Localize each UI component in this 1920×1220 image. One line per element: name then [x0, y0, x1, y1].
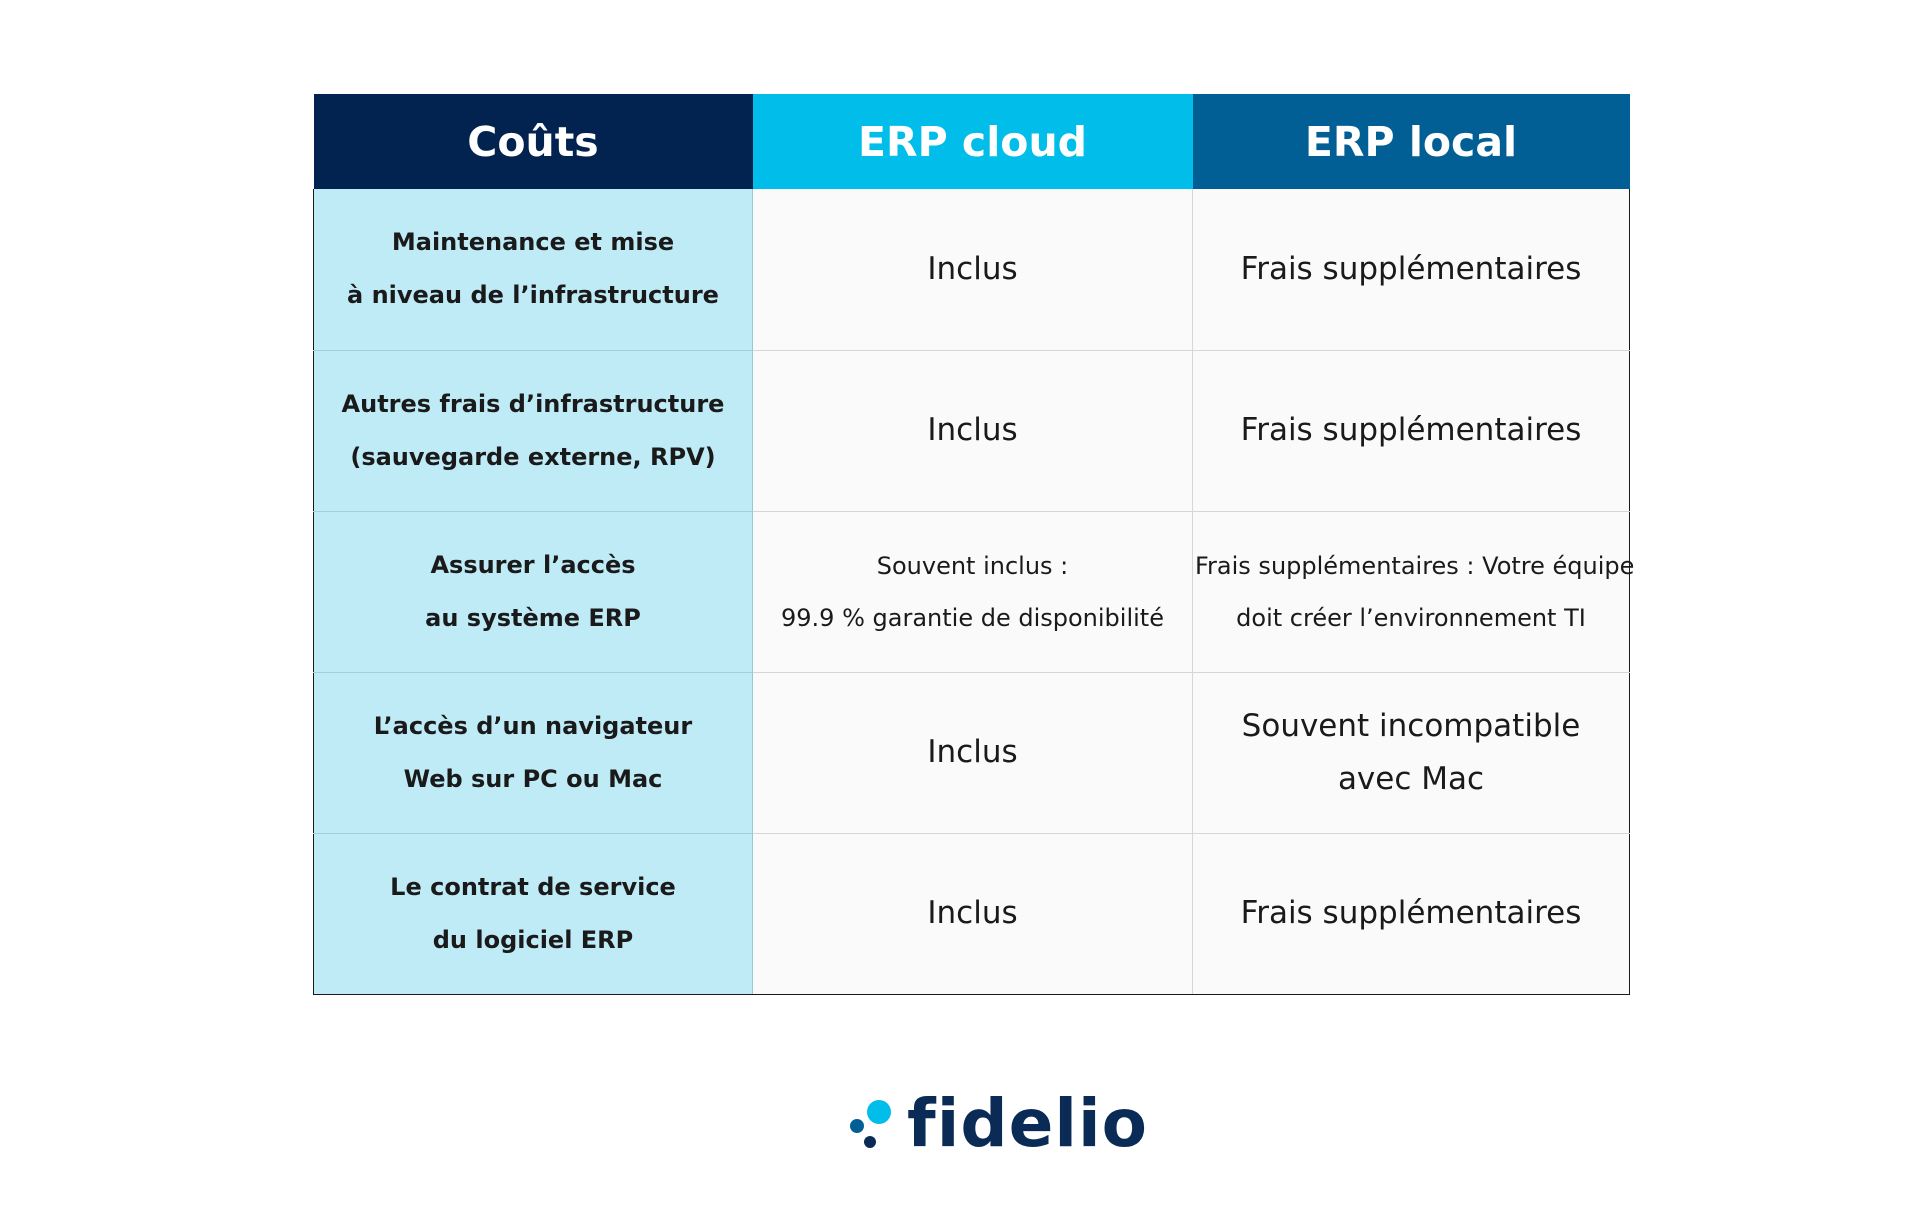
- row-label-line: à niveau de l’infrastructure: [347, 281, 719, 310]
- local-cell-line: Souvent incompatible: [1241, 707, 1581, 744]
- local-cell: Souvent incompatible avec Mac: [1192, 672, 1630, 834]
- local-cell-line: Frais supplémentaires: [1240, 250, 1582, 287]
- header-erp-local: ERP local: [1192, 94, 1630, 189]
- table-row: L’accès d’un navigateur Web sur PC ou Ma…: [313, 672, 1630, 834]
- cloud-cell-line: Inclus: [927, 734, 1018, 770]
- table-row: Maintenance et mise à niveau de l’infras…: [313, 189, 1630, 351]
- row-label-line: du logiciel ERP: [432, 925, 634, 954]
- comparison-table: Coûts ERP cloud ERP local Maintenance et…: [313, 94, 1635, 995]
- cloud-cell-line: Inclus: [927, 895, 1018, 931]
- local-cell: Frais supplémentaires: [1192, 833, 1630, 995]
- local-cell: Frais supplémentaires: [1192, 350, 1630, 512]
- row-label-line: (sauvegarde externe, RPV): [350, 442, 716, 471]
- local-cell-line: Frais supplémentaires : Votre équipe: [1195, 551, 1635, 580]
- row-label: Assurer l’accès au système ERP: [313, 511, 753, 673]
- row-label-line: au système ERP: [425, 603, 641, 632]
- row-label-line: Web sur PC ou Mac: [403, 764, 663, 793]
- fidelio-logo: fidelio: [849, 1085, 1148, 1162]
- row-label-line: Maintenance et mise: [391, 228, 675, 257]
- row-label-line: Assurer l’accès: [430, 550, 636, 579]
- table-row: Autres frais d’infrastructure (sauvegard…: [313, 350, 1630, 512]
- cloud-cell: Inclus: [752, 350, 1193, 512]
- table-row: Assurer l’accès au système ERP Souvent i…: [313, 511, 1635, 673]
- header-erp-cloud: ERP cloud: [752, 94, 1193, 189]
- logo-wordmark: fidelio: [907, 1085, 1148, 1162]
- row-label-line: Autres frais d’infrastructure: [341, 389, 725, 418]
- local-cell: Frais supplémentaires : Votre équipe doi…: [1192, 511, 1635, 673]
- cloud-cell-line: Inclus: [927, 250, 1018, 287]
- cloud-cell-line: Souvent inclus :: [876, 551, 1069, 580]
- local-cell-line: Frais supplémentaires: [1240, 412, 1582, 448]
- row-label: Le contrat de service du logiciel ERP: [313, 833, 753, 995]
- local-cell: Frais supplémentaires: [1192, 189, 1630, 351]
- cloud-cell-line: Inclus: [927, 412, 1018, 448]
- header-costs: Coûts: [313, 94, 753, 189]
- row-label: L’accès d’un navigateur Web sur PC ou Ma…: [313, 672, 753, 834]
- cloud-cell: Inclus: [752, 833, 1193, 995]
- cloud-cell: Souvent inclus : 99.9 % garantie de disp…: [752, 511, 1193, 673]
- fidelio-dots-icon: [850, 1100, 891, 1148]
- local-cell-line: doit créer l’environnement TI: [1236, 603, 1586, 632]
- local-cell-line: Frais supplémentaires: [1240, 895, 1582, 931]
- header-row: Coûts ERP cloud ERP local: [313, 94, 1630, 189]
- row-label-line: Le contrat de service: [390, 872, 676, 901]
- cloud-cell: Inclus: [752, 672, 1193, 834]
- cloud-cell: Inclus: [752, 189, 1193, 351]
- row-label-line: L’accès d’un navigateur: [373, 711, 693, 740]
- row-label: Maintenance et mise à niveau de l’infras…: [313, 189, 753, 351]
- local-cell-line: avec Mac: [1337, 760, 1485, 797]
- row-label: Autres frais d’infrastructure (sauvegard…: [313, 350, 753, 512]
- table-row: Le contrat de service du logiciel ERP In…: [313, 833, 1630, 995]
- cloud-cell-line: 99.9 % garantie de disponibilité: [781, 603, 1164, 632]
